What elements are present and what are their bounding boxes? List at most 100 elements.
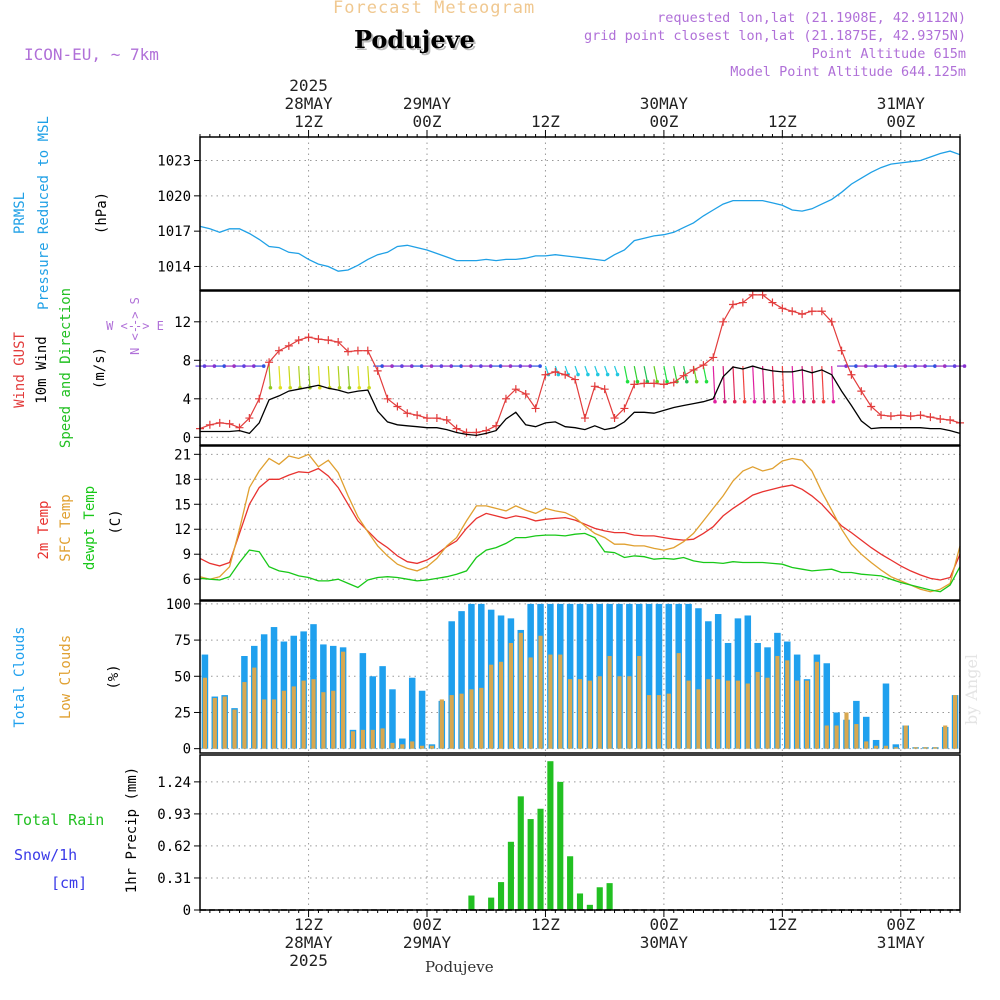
- low-cloud-bar: [844, 712, 849, 749]
- wind-arrow-head: [752, 399, 757, 404]
- wind-gust-marker: [314, 335, 323, 344]
- low-cloud-bar: [271, 699, 277, 749]
- wind-arrow-head: [367, 385, 371, 390]
- bottom-time-label: 12Z: [531, 915, 560, 934]
- wind-arrow-head: [635, 379, 640, 384]
- y-tick-label: 1017: [157, 224, 191, 240]
- wind-direction-arrow: [633, 365, 639, 382]
- wind-direction-arrow: [831, 366, 835, 402]
- total-cloud-bar: [665, 603, 673, 749]
- low-cloud-bar: [331, 690, 336, 749]
- low-cloud-bar: [202, 677, 208, 749]
- top-time-label: 12Z: [768, 112, 797, 131]
- wind-arrow-head: [684, 379, 689, 384]
- wind-gust-marker: [946, 415, 955, 424]
- wind-unit: (m/s): [92, 347, 108, 389]
- low-cloud-bar: [854, 724, 859, 749]
- wind-gust-marker: [255, 394, 264, 403]
- wind-direction-arrow: [643, 365, 648, 382]
- wind-arrow-head: [962, 364, 967, 368]
- chart-title: Forecast Meteogram: [333, 0, 536, 18]
- wind-gust-marker: [689, 365, 698, 374]
- wind-gust-marker: [867, 402, 876, 411]
- total-clouds-label: Total Clouds: [12, 626, 28, 727]
- low-cloud-bar: [706, 679, 711, 749]
- model-label: ICON-EU, ~ 7km: [24, 45, 159, 64]
- y-tick-label: 12: [174, 522, 191, 538]
- wind-gust-marker: [531, 404, 540, 413]
- wind-direction-arrow: [752, 366, 756, 402]
- wind-arrow-head: [873, 364, 878, 368]
- top-time-label: 30MAY: [640, 94, 689, 113]
- low-cloud-bar: [518, 632, 523, 749]
- low-cloud-bar: [489, 664, 494, 749]
- wind-arrow-head: [625, 379, 630, 384]
- wind-gust-line: [199, 294, 961, 434]
- bottom-time-label: 2025: [289, 951, 328, 970]
- low-cloud-bar: [874, 745, 879, 749]
- low-cloud-bar: [627, 676, 632, 749]
- low-cloud-bar: [380, 728, 385, 749]
- low-cloud-bar: [745, 683, 750, 749]
- low-cloud-bar: [765, 677, 770, 749]
- low-cloud-bar: [568, 679, 573, 749]
- low-cloud-bar: [716, 679, 721, 749]
- pressure-label-2: Pressure Reduced to MSL: [36, 116, 52, 310]
- low-cloud-bar: [321, 692, 326, 749]
- wind-arrow-head: [893, 364, 898, 368]
- wind-gust-marker: [827, 317, 836, 326]
- top-time-label: 00Z: [886, 112, 915, 131]
- wind-direction-arrow: [278, 366, 281, 388]
- low-cloud-bar: [656, 695, 662, 749]
- total-cloud-bar: [468, 603, 475, 749]
- wind-gust-marker: [413, 411, 422, 420]
- top-time-label: 31MAY: [877, 94, 926, 113]
- wind-arrow-head: [212, 364, 217, 368]
- wind-gust-marker: [521, 389, 530, 398]
- grid-point-coords: grid point closest lon,lat (21.1875E, 42…: [583, 28, 966, 44]
- wind-arrow-head: [863, 364, 868, 368]
- low-cloud-bar: [222, 696, 227, 749]
- wind-gust-marker: [788, 307, 797, 316]
- total-cloud-bar: [566, 603, 574, 749]
- precip-axis-label: 1hr Precip (mm): [124, 767, 140, 893]
- wind-direction-arrow: [307, 366, 311, 388]
- wind-gust-marker: [511, 385, 520, 394]
- wind-arrow-head: [261, 364, 266, 368]
- wind-arrow-head: [518, 364, 523, 368]
- wind-gust-marker: [245, 414, 254, 423]
- low-cloud-bar: [360, 729, 365, 749]
- wind-gust-marker: [551, 367, 560, 376]
- low-cloud-bar: [410, 741, 415, 749]
- bottom-time-label: 12Z: [768, 915, 797, 934]
- point-altitude: Point Altitude 615m: [811, 46, 966, 62]
- wind-direction-arrow: [683, 365, 688, 382]
- low-cloud-bar: [864, 741, 869, 749]
- wind-arrow-head: [595, 372, 600, 377]
- wind-gust-marker: [393, 402, 402, 411]
- wind-gust-marker: [492, 421, 501, 430]
- wind-arrow-head: [337, 385, 342, 390]
- panel-frame: [199, 445, 961, 601]
- wind-arrow-head: [278, 385, 283, 390]
- wind-arrow-head: [952, 364, 957, 368]
- low-cloud-bar: [834, 725, 839, 749]
- low-cloud-bar: [439, 699, 444, 749]
- low-cloud-bar: [577, 679, 583, 749]
- temp-unit: (C): [108, 509, 124, 534]
- wind-gust-marker: [363, 346, 372, 355]
- low-cloud-bar: [528, 657, 533, 749]
- rain-bar: [468, 895, 475, 910]
- low-cloud-bar: [262, 699, 267, 749]
- wind-direction-arrow: [623, 365, 629, 382]
- total-cloud-bar: [389, 689, 396, 749]
- temp-dewpt-label: dewpt Temp: [82, 486, 98, 570]
- wind-direction-arrow: [268, 366, 272, 388]
- low-cloud-bar: [883, 745, 889, 749]
- wind-arrow-head: [498, 364, 503, 368]
- wind-10m-label: 10m Wind: [34, 336, 50, 403]
- total-cloud-bar: [478, 603, 485, 749]
- total-cloud-bar: [872, 739, 880, 749]
- y-tick-label: 0.93: [157, 807, 191, 823]
- low-cloud-bar: [548, 654, 553, 749]
